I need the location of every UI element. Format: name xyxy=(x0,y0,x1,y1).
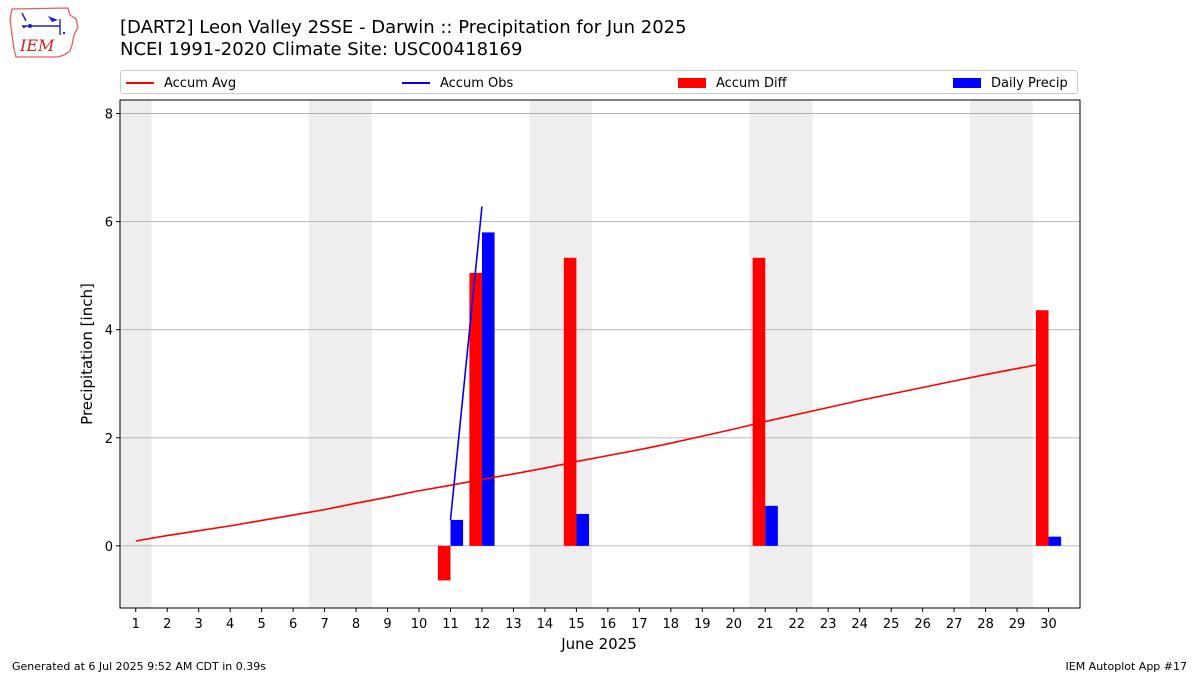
daily-precip-bar xyxy=(481,232,495,546)
x-tick-label: 9 xyxy=(383,617,391,632)
x-tick-label: 22 xyxy=(788,617,805,632)
x-tick-label: 10 xyxy=(411,617,428,632)
accum-diff-bar xyxy=(469,272,482,546)
y-tick-label: 8 xyxy=(105,108,113,123)
x-tick-label: 2 xyxy=(163,617,171,632)
daily-precip-bar xyxy=(765,505,778,546)
y-tick-label: 6 xyxy=(105,216,113,231)
x-tick-label: 13 xyxy=(505,617,522,632)
weekend-band xyxy=(308,100,372,608)
x-tick-label: 30 xyxy=(1040,617,1057,632)
app-credit: IEM Autoplot App #17 xyxy=(1065,660,1188,673)
legend-label: Daily Precip xyxy=(991,75,1068,91)
x-axis-ticks: 1 2 3 4 5 6 7 8 9 10 11 12 13 14 15 16 17 18 19 20 21 22 23 24 2… xyxy=(132,608,1057,632)
x-tick-label: 4 xyxy=(226,617,234,632)
daily-precip-bar xyxy=(576,513,589,546)
y-gridlines xyxy=(120,113,1080,547)
x-tick-label: 5 xyxy=(257,617,265,632)
x-tick-label: 25 xyxy=(883,617,900,632)
y-axis-label: Precipitation [inch] xyxy=(78,283,96,425)
line-series xyxy=(135,206,1049,542)
legend-label: Accum Avg xyxy=(164,75,237,91)
legend-label: Accum Obs xyxy=(440,75,514,91)
weekend-band xyxy=(120,100,152,608)
x-tick-label: 27 xyxy=(946,617,963,632)
accum-obs-line xyxy=(449,206,483,520)
legend-box-swatch xyxy=(953,78,981,88)
x-tick-label: 24 xyxy=(851,617,868,632)
weekend-band xyxy=(969,100,1033,608)
plot-border xyxy=(119,99,1081,609)
accum-diff-bar xyxy=(563,257,577,546)
x-tick-label: 14 xyxy=(537,617,554,632)
x-tick-label: 6 xyxy=(289,617,297,632)
bar-series xyxy=(437,232,1062,581)
y-tick-label: 2 xyxy=(105,432,113,447)
legend-label: Accum Diff xyxy=(716,75,787,91)
legend-item: Accum Diff xyxy=(678,74,787,92)
legend-box-swatch xyxy=(678,78,706,88)
x-tick-label: 17 xyxy=(631,617,648,632)
y-axis-ticks: 0 2 4 6 8 xyxy=(105,108,120,555)
x-tick-label: 29 xyxy=(1009,617,1026,632)
accum-avg-line xyxy=(135,361,1049,542)
x-tick-label: 21 xyxy=(757,617,774,632)
chart-subtitle: NCEI 1991-2020 Climate Site: USC00418169 xyxy=(120,39,523,60)
y-tick-label: 4 xyxy=(105,324,113,339)
x-tick-label: 12 xyxy=(474,617,491,632)
x-axis-label: June 2025 xyxy=(560,635,637,653)
legend: Accum Avg Accum Obs Accum Diff Daily Precip xyxy=(120,70,1078,94)
plot-frame xyxy=(119,99,1081,609)
x-tick-label: 11 xyxy=(442,617,459,632)
daily-precip-bar xyxy=(450,519,464,546)
x-tick-label: 1 xyxy=(132,617,140,632)
accum-diff-bar xyxy=(437,545,451,581)
x-tick-label: 7 xyxy=(320,617,328,632)
iem-logo: IEM xyxy=(9,7,79,58)
y-tick-label: 0 xyxy=(105,540,113,555)
x-tick-label: 3 xyxy=(195,617,203,632)
chart-title: [DART2] Leon Valley 2SSE - Darwin :: Pre… xyxy=(120,17,687,38)
legend-item: Accum Avg xyxy=(126,74,236,92)
accum-diff-bar xyxy=(1035,310,1049,546)
legend-line-swatch xyxy=(126,82,154,84)
accum-diff-bar xyxy=(752,257,766,546)
x-tick-label: 19 xyxy=(694,617,711,632)
x-tick-label: 8 xyxy=(352,617,360,632)
weekend-bands xyxy=(120,100,1033,608)
x-tick-label: 16 xyxy=(600,617,617,632)
legend-item: Daily Precip xyxy=(953,74,1068,92)
x-tick-label: 18 xyxy=(663,617,680,632)
x-tick-label: 26 xyxy=(914,617,931,632)
x-tick-label: 28 xyxy=(977,617,994,632)
daily-precip-bar xyxy=(1048,536,1062,546)
x-tick-label: 20 xyxy=(725,617,742,632)
x-tick-label: 15 xyxy=(568,617,585,632)
logo-text: IEM xyxy=(19,36,55,55)
generated-timestamp: Generated at 6 Jul 2025 9:52 AM CDT in 0… xyxy=(12,660,266,673)
legend-item: Accum Obs xyxy=(402,74,513,92)
legend-line-swatch xyxy=(402,82,430,84)
x-tick-label: 23 xyxy=(820,617,837,632)
